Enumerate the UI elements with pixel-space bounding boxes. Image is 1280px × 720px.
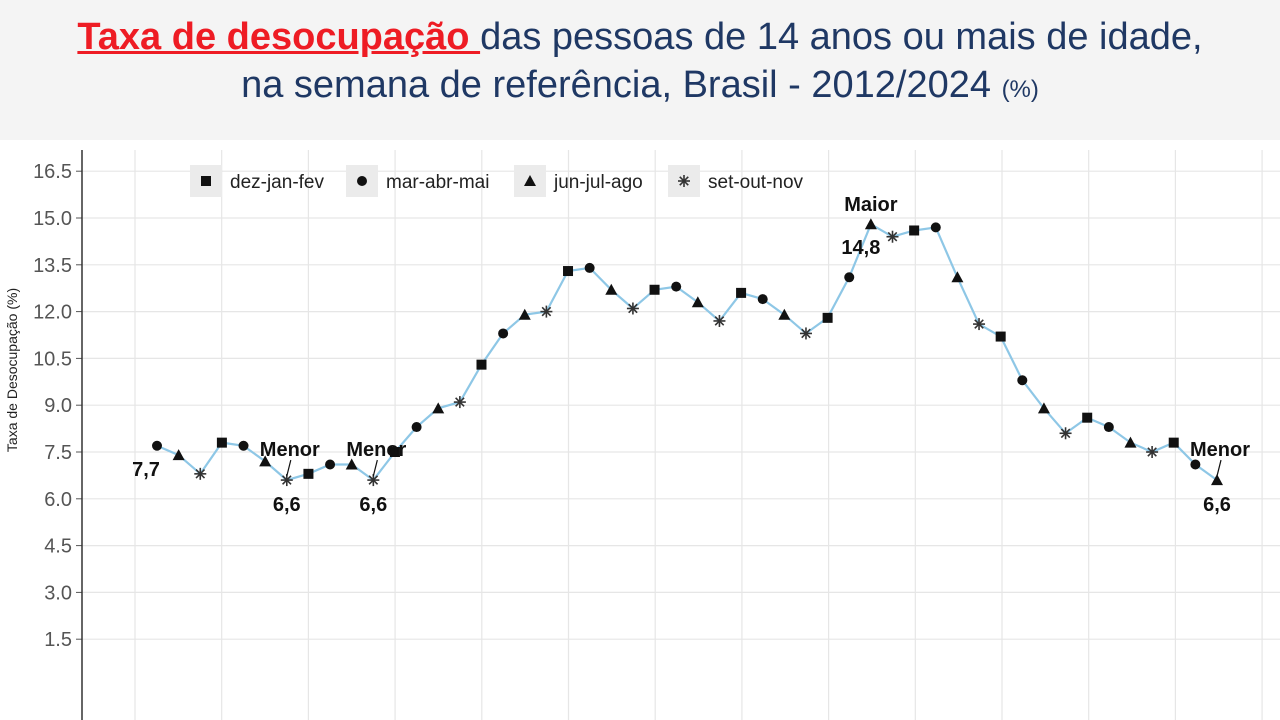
annotation-leader-line xyxy=(372,459,378,477)
legend-marker-asterisk xyxy=(678,175,690,187)
annotation-value-label: 6,6 xyxy=(359,494,387,516)
data-point-asterisk xyxy=(540,305,553,318)
data-point-square xyxy=(1168,437,1179,448)
legend: dez-jan-fev mar-abr-mai jun-jul-ago set-out… xyxy=(190,165,804,197)
data-point-triangle xyxy=(951,271,964,283)
y-tick-label: 1.5 xyxy=(44,629,72,651)
data-point-circle xyxy=(1103,422,1114,433)
data-point-square xyxy=(476,359,487,370)
y-tick-label: 15.0 xyxy=(33,208,72,230)
data-point-triangle xyxy=(864,218,877,230)
unemployment-line-chart: 1.53.04.56.07.59.010.512.013.515.016.518… xyxy=(4,150,1280,720)
data-point-asterisk xyxy=(973,318,986,331)
data-point-circle xyxy=(1017,375,1028,386)
legend-label: mar-abr-mai xyxy=(386,172,489,193)
data-point-circle xyxy=(844,272,855,283)
y-tick-label: 10.5 xyxy=(33,348,72,370)
data-point-triangle xyxy=(172,449,185,461)
data-point-triangle xyxy=(605,283,618,295)
data-point-asterisk xyxy=(799,327,812,340)
title-line1-rest: das pessoas de 14 anos ou mais de idade, xyxy=(480,16,1203,58)
data-point-circle xyxy=(930,222,941,233)
data-point-circle xyxy=(498,328,509,339)
y-tick-label: 6.0 xyxy=(44,489,72,511)
data-point-circle xyxy=(757,294,768,305)
data-point-asterisk xyxy=(626,302,639,315)
title-line2-text: na semana de referência, Brasil - 2012/2… xyxy=(241,64,1002,106)
y-tick-label: 12.0 xyxy=(33,302,72,324)
data-point-asterisk xyxy=(1059,427,1072,440)
y-tick-label: 13.5 xyxy=(33,255,72,277)
annotation-value-label: 7,7 xyxy=(132,459,160,481)
data-point-triangle xyxy=(691,296,704,308)
data-point-square xyxy=(649,284,660,295)
y-tick-label: 3.0 xyxy=(44,582,72,604)
data-point-square xyxy=(736,287,747,298)
data-point-circle xyxy=(152,440,162,451)
title-band: Taxa de desocupação das pessoas de 14 an… xyxy=(0,0,1280,140)
annotations: 7,7 Menor 6,6 Menor 6,6 Maior 14,8 Menor 6,6 xyxy=(132,194,1250,516)
y-tick-label: 4.5 xyxy=(44,536,72,558)
data-point-square xyxy=(389,447,400,457)
data-point-triangle xyxy=(1211,474,1223,486)
data-point-triangle xyxy=(259,455,272,467)
data-point-asterisk xyxy=(713,314,726,327)
data-point-asterisk xyxy=(1146,446,1159,458)
data-point-square xyxy=(822,312,833,323)
legend-label: set-out-nov xyxy=(708,172,804,193)
data-point-circle xyxy=(584,262,595,273)
data-point-triangle xyxy=(432,402,445,414)
grid-lines xyxy=(82,150,1280,720)
annotation-leader-line xyxy=(286,459,292,477)
data-point-asterisk xyxy=(194,467,207,480)
axes: 1.53.04.56.07.59.010.512.013.515.016.518… xyxy=(4,150,83,720)
legend-marker-circle xyxy=(357,176,367,186)
data-point-circle xyxy=(411,422,422,433)
legend-marker-triangle xyxy=(524,175,536,186)
data-point-triangle xyxy=(1037,402,1050,414)
data-point-square xyxy=(216,437,227,448)
data-point-asterisk xyxy=(453,396,466,409)
title-unit: (%) xyxy=(1001,76,1039,103)
annotation-value-label: 6,6 xyxy=(1203,494,1231,516)
annotation-tag-label: Menor xyxy=(1190,439,1250,461)
title-highlight: Taxa de desocupação xyxy=(77,16,481,58)
annotation-value-label: 6,6 xyxy=(273,494,301,516)
data-point-asterisk xyxy=(886,230,899,243)
data-point-triangle xyxy=(1124,436,1137,448)
series-markers xyxy=(152,218,1223,487)
data-point-triangle xyxy=(345,458,358,470)
data-point-square xyxy=(1082,412,1093,423)
data-point-square xyxy=(303,468,314,479)
data-point-circle xyxy=(671,281,682,292)
data-point-triangle xyxy=(518,308,531,320)
data-point-circle xyxy=(325,459,336,470)
chart-title-line-2: na semana de referência, Brasil - 2012/2… xyxy=(0,64,1280,107)
legend-label: jun-jul-ago xyxy=(553,172,643,193)
y-tick-label: 16.5 xyxy=(33,161,72,183)
legend-marker-square xyxy=(201,176,211,186)
data-point-square xyxy=(909,225,920,236)
annotation-tag-label: Maior xyxy=(844,194,898,216)
data-point-circle xyxy=(238,440,249,451)
y-axis-title: Taxa de Desocupação (%) xyxy=(4,288,20,452)
data-point-circle xyxy=(1190,459,1201,470)
annotation-leader-line xyxy=(1216,459,1222,477)
legend-label: dez-jan-fev xyxy=(230,172,324,193)
annotation-value-label: 14,8 xyxy=(841,237,880,259)
data-point-square xyxy=(995,331,1006,342)
data-point-triangle xyxy=(778,308,791,320)
y-tick-label: 7.5 xyxy=(44,442,72,464)
annotation-tag-label: Menor xyxy=(346,439,406,461)
y-tick-label: 9.0 xyxy=(44,395,72,417)
data-point-square xyxy=(563,266,574,277)
annotation-tag-label: Menor xyxy=(260,439,320,461)
chart-title-line-1: Taxa de desocupação das pessoas de 14 an… xyxy=(0,16,1280,59)
